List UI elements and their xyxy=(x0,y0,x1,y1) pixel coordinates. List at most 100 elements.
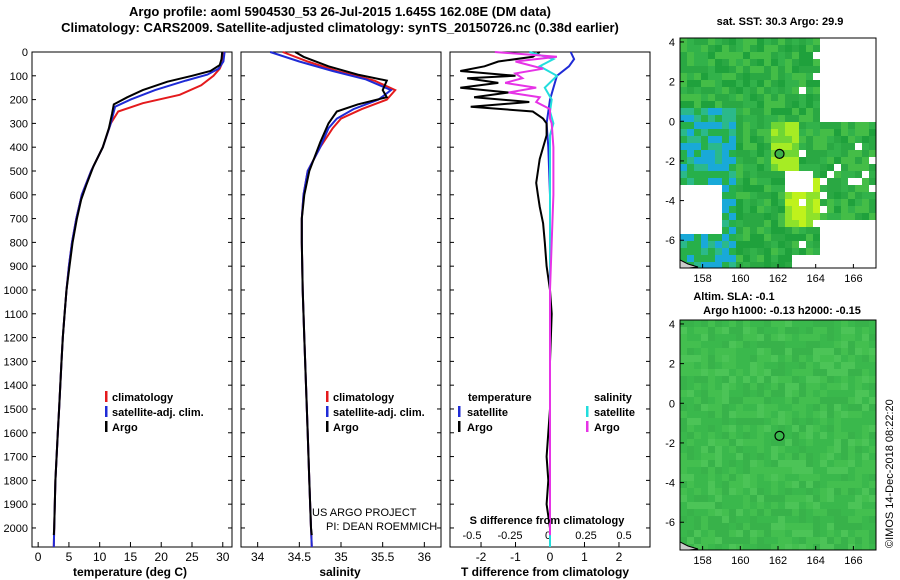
map-cell xyxy=(771,199,778,206)
map-cell xyxy=(778,495,785,502)
map-cell xyxy=(792,52,799,59)
map-cell xyxy=(708,467,715,474)
map-cell xyxy=(687,474,694,481)
map-cell xyxy=(757,334,764,341)
temperature-legend: climatology satellite-adj. clim. Argo xyxy=(105,391,204,434)
map-cell xyxy=(687,248,694,255)
map-cell xyxy=(848,481,855,488)
map-cell xyxy=(722,544,729,550)
map-cell xyxy=(827,523,834,530)
map-cell xyxy=(799,481,806,488)
legend-t-argo: Argo xyxy=(467,422,493,434)
map-cell xyxy=(729,320,736,327)
map-cell xyxy=(722,178,729,185)
map-cell xyxy=(722,206,729,213)
map-cell xyxy=(701,530,708,537)
map-cell xyxy=(736,348,743,355)
map-cell xyxy=(848,220,855,227)
map-cell xyxy=(680,45,687,52)
x-tick-label: 15 xyxy=(124,550,138,564)
map-cell xyxy=(806,439,813,446)
map-cell xyxy=(848,185,855,192)
map-cell xyxy=(827,369,834,376)
map-cell xyxy=(813,164,820,171)
map-cell xyxy=(743,446,750,453)
legend-s-satellite-swatch xyxy=(586,406,589,417)
map-cell xyxy=(736,453,743,460)
map-cell xyxy=(848,206,855,213)
map-cell xyxy=(722,52,729,59)
map-cell xyxy=(771,341,778,348)
project-credit: US ARGO PROJECT xyxy=(312,507,417,519)
map-cell xyxy=(834,341,841,348)
map-cell xyxy=(764,495,771,502)
map-cell xyxy=(841,516,848,523)
map-cell xyxy=(750,213,757,220)
map-cell xyxy=(701,80,708,87)
map-cell xyxy=(834,241,841,248)
map-cell xyxy=(785,234,792,241)
map-cell xyxy=(806,369,813,376)
map-cell xyxy=(820,80,827,87)
map-cell xyxy=(708,327,715,334)
map-cell xyxy=(736,220,743,227)
map-cell xyxy=(855,425,862,432)
map-cell xyxy=(722,530,729,537)
map-cell xyxy=(715,94,722,101)
map-cell xyxy=(680,115,687,122)
map-cell xyxy=(820,390,827,397)
map-cell xyxy=(729,341,736,348)
map-cell xyxy=(799,143,806,150)
legend-t-argo-swatch xyxy=(458,421,461,432)
map-cell xyxy=(708,376,715,383)
map-cell xyxy=(729,66,736,73)
map-cell xyxy=(715,199,722,206)
map-cell xyxy=(764,439,771,446)
map-cell xyxy=(848,150,855,157)
map-cell xyxy=(785,390,792,397)
map-cell xyxy=(820,397,827,404)
map-cell xyxy=(813,73,820,80)
map-cell xyxy=(722,80,729,87)
map-cell xyxy=(806,255,813,262)
map-cell xyxy=(694,255,701,262)
map-cell xyxy=(708,495,715,502)
map-cell xyxy=(757,348,764,355)
map-cell xyxy=(806,474,813,481)
map-cell xyxy=(680,334,687,341)
map-cell xyxy=(771,66,778,73)
map-cell xyxy=(701,481,708,488)
legend-s-argo-swatch xyxy=(586,421,589,432)
map-cell xyxy=(792,115,799,122)
map-cell xyxy=(862,241,869,248)
map-cell xyxy=(785,136,792,143)
map-cell xyxy=(806,523,813,530)
map-cell xyxy=(764,369,771,376)
map-cell xyxy=(708,383,715,390)
map-cell xyxy=(736,80,743,87)
map-cell xyxy=(848,115,855,122)
map-cell xyxy=(841,122,848,129)
map-cell xyxy=(750,390,757,397)
map-cell xyxy=(806,115,813,122)
map-cell xyxy=(743,355,750,362)
map-cell xyxy=(827,481,834,488)
map-cell xyxy=(792,460,799,467)
map-cell xyxy=(862,185,869,192)
map-cell xyxy=(757,143,764,150)
map-cell xyxy=(708,530,715,537)
map-cell xyxy=(820,348,827,355)
map-cell xyxy=(680,87,687,94)
difference-legend: temperature satellite Argo salinity sate… xyxy=(458,392,635,434)
map-cell xyxy=(757,150,764,157)
map-cell xyxy=(799,537,806,544)
map-cell xyxy=(841,355,848,362)
map-cell xyxy=(827,227,834,234)
map-cell xyxy=(841,348,848,355)
map-cell xyxy=(764,129,771,136)
map-cell xyxy=(869,122,876,129)
map-cell xyxy=(799,87,806,94)
map-cell xyxy=(708,544,715,550)
map-cell xyxy=(834,348,841,355)
map-cell xyxy=(680,376,687,383)
